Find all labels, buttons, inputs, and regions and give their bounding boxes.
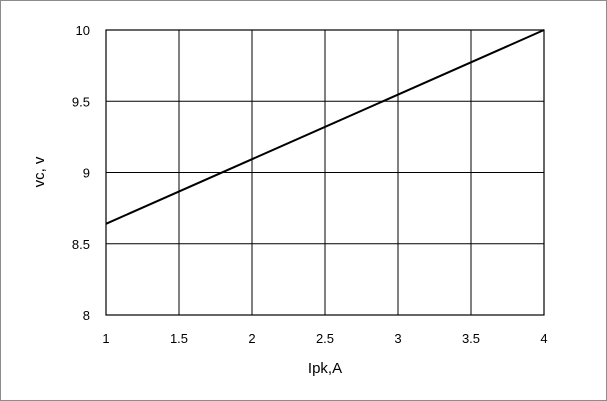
plot-area — [105, 29, 545, 316]
x-tick-label: 1 — [102, 331, 109, 346]
y-tick-label: 10 — [76, 23, 90, 38]
y-tick-label: 8 — [83, 308, 90, 323]
x-tick-labels: 1 1.5 2 2.5 3 3.5 4 — [102, 331, 547, 346]
y-tick-label: 8.5 — [72, 237, 90, 252]
x-axis-label: Ipk,A — [308, 360, 342, 377]
x-tick-label: 4 — [540, 331, 547, 346]
x-tick-label: 3.5 — [462, 331, 480, 346]
x-tick-label: 2.5 — [316, 331, 334, 346]
series-line — [105, 29, 545, 225]
series-group — [105, 29, 545, 225]
x-tick-label: 1.5 — [170, 331, 188, 346]
y-axis-label: vc, v — [31, 156, 48, 187]
x-tick-label: 2 — [248, 331, 255, 346]
x-tick-label: 3 — [394, 331, 401, 346]
y-tick-label: 9 — [83, 166, 90, 181]
grid-lines — [105, 29, 545, 316]
y-tick-label: 9.5 — [72, 94, 90, 109]
y-tick-labels: 8 8.5 9 9.5 10 — [72, 23, 90, 323]
